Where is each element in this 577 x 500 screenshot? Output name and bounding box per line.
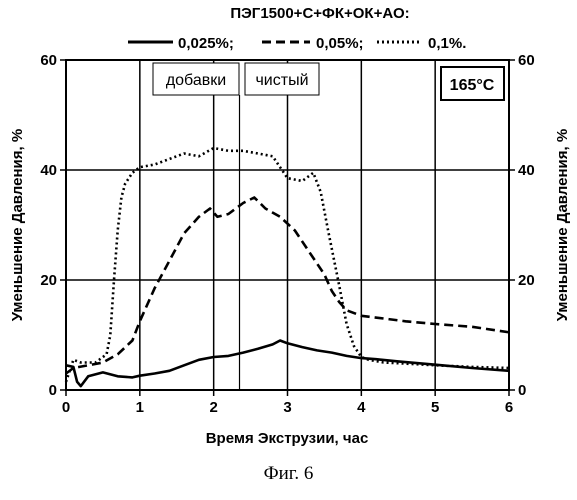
x-axis-label: Время Экструзии, час	[206, 430, 369, 447]
annotation-clean: чистый	[245, 63, 319, 95]
chart-title: ПЭГ1500+С+ФК+ОК+АО:	[230, 5, 409, 22]
annotation-temperature: 165°C	[441, 67, 504, 100]
x-tick-label: 5	[431, 399, 439, 416]
temperature-value: 165	[450, 77, 477, 94]
y-tick-label-right: 0	[518, 382, 526, 399]
annotation-additives-label: добавки	[166, 72, 226, 89]
x-tick-label: 2	[209, 399, 217, 416]
legend: 0,025%; 0,05%; 0,1%.	[128, 35, 466, 52]
y-axis-label-left: Уменьшение Давления, %	[9, 129, 26, 321]
legend-label-solid: 0,025%;	[178, 35, 234, 52]
figure-caption: Фиг. 6	[0, 463, 577, 485]
x-tick-label: 4	[357, 399, 366, 416]
x-tick-label: 0	[62, 399, 70, 416]
y-tick-label-left: 20	[40, 272, 57, 289]
chart: ПЭГ1500+С+ФК+ОК+АО: 0,025%; 0,05%; 0,1%.…	[0, 0, 577, 460]
annotation-additives: добавки	[153, 63, 239, 95]
legend-label-dashed: 0,05%;	[316, 35, 364, 52]
temperature-unit: °C	[476, 77, 494, 94]
y-tick-label-right: 60	[518, 52, 535, 69]
y-tick-label-right: 20	[518, 272, 535, 289]
y-tick-label-left: 0	[49, 382, 57, 399]
annotation-clean-label: чистый	[255, 72, 308, 89]
legend-label-dotted: 0,1%.	[428, 35, 466, 52]
x-tick-label: 6	[505, 399, 513, 416]
svg-text:165°C: 165°C	[450, 77, 495, 94]
y-tick-label-right: 40	[518, 162, 535, 179]
x-tick-label: 1	[136, 399, 144, 416]
y-tick-label-left: 40	[40, 162, 57, 179]
x-tick-label: 3	[283, 399, 291, 416]
y-axis-label-right: Уменьшение Давления, %	[554, 129, 571, 321]
y-tick-label-left: 60	[40, 52, 57, 69]
